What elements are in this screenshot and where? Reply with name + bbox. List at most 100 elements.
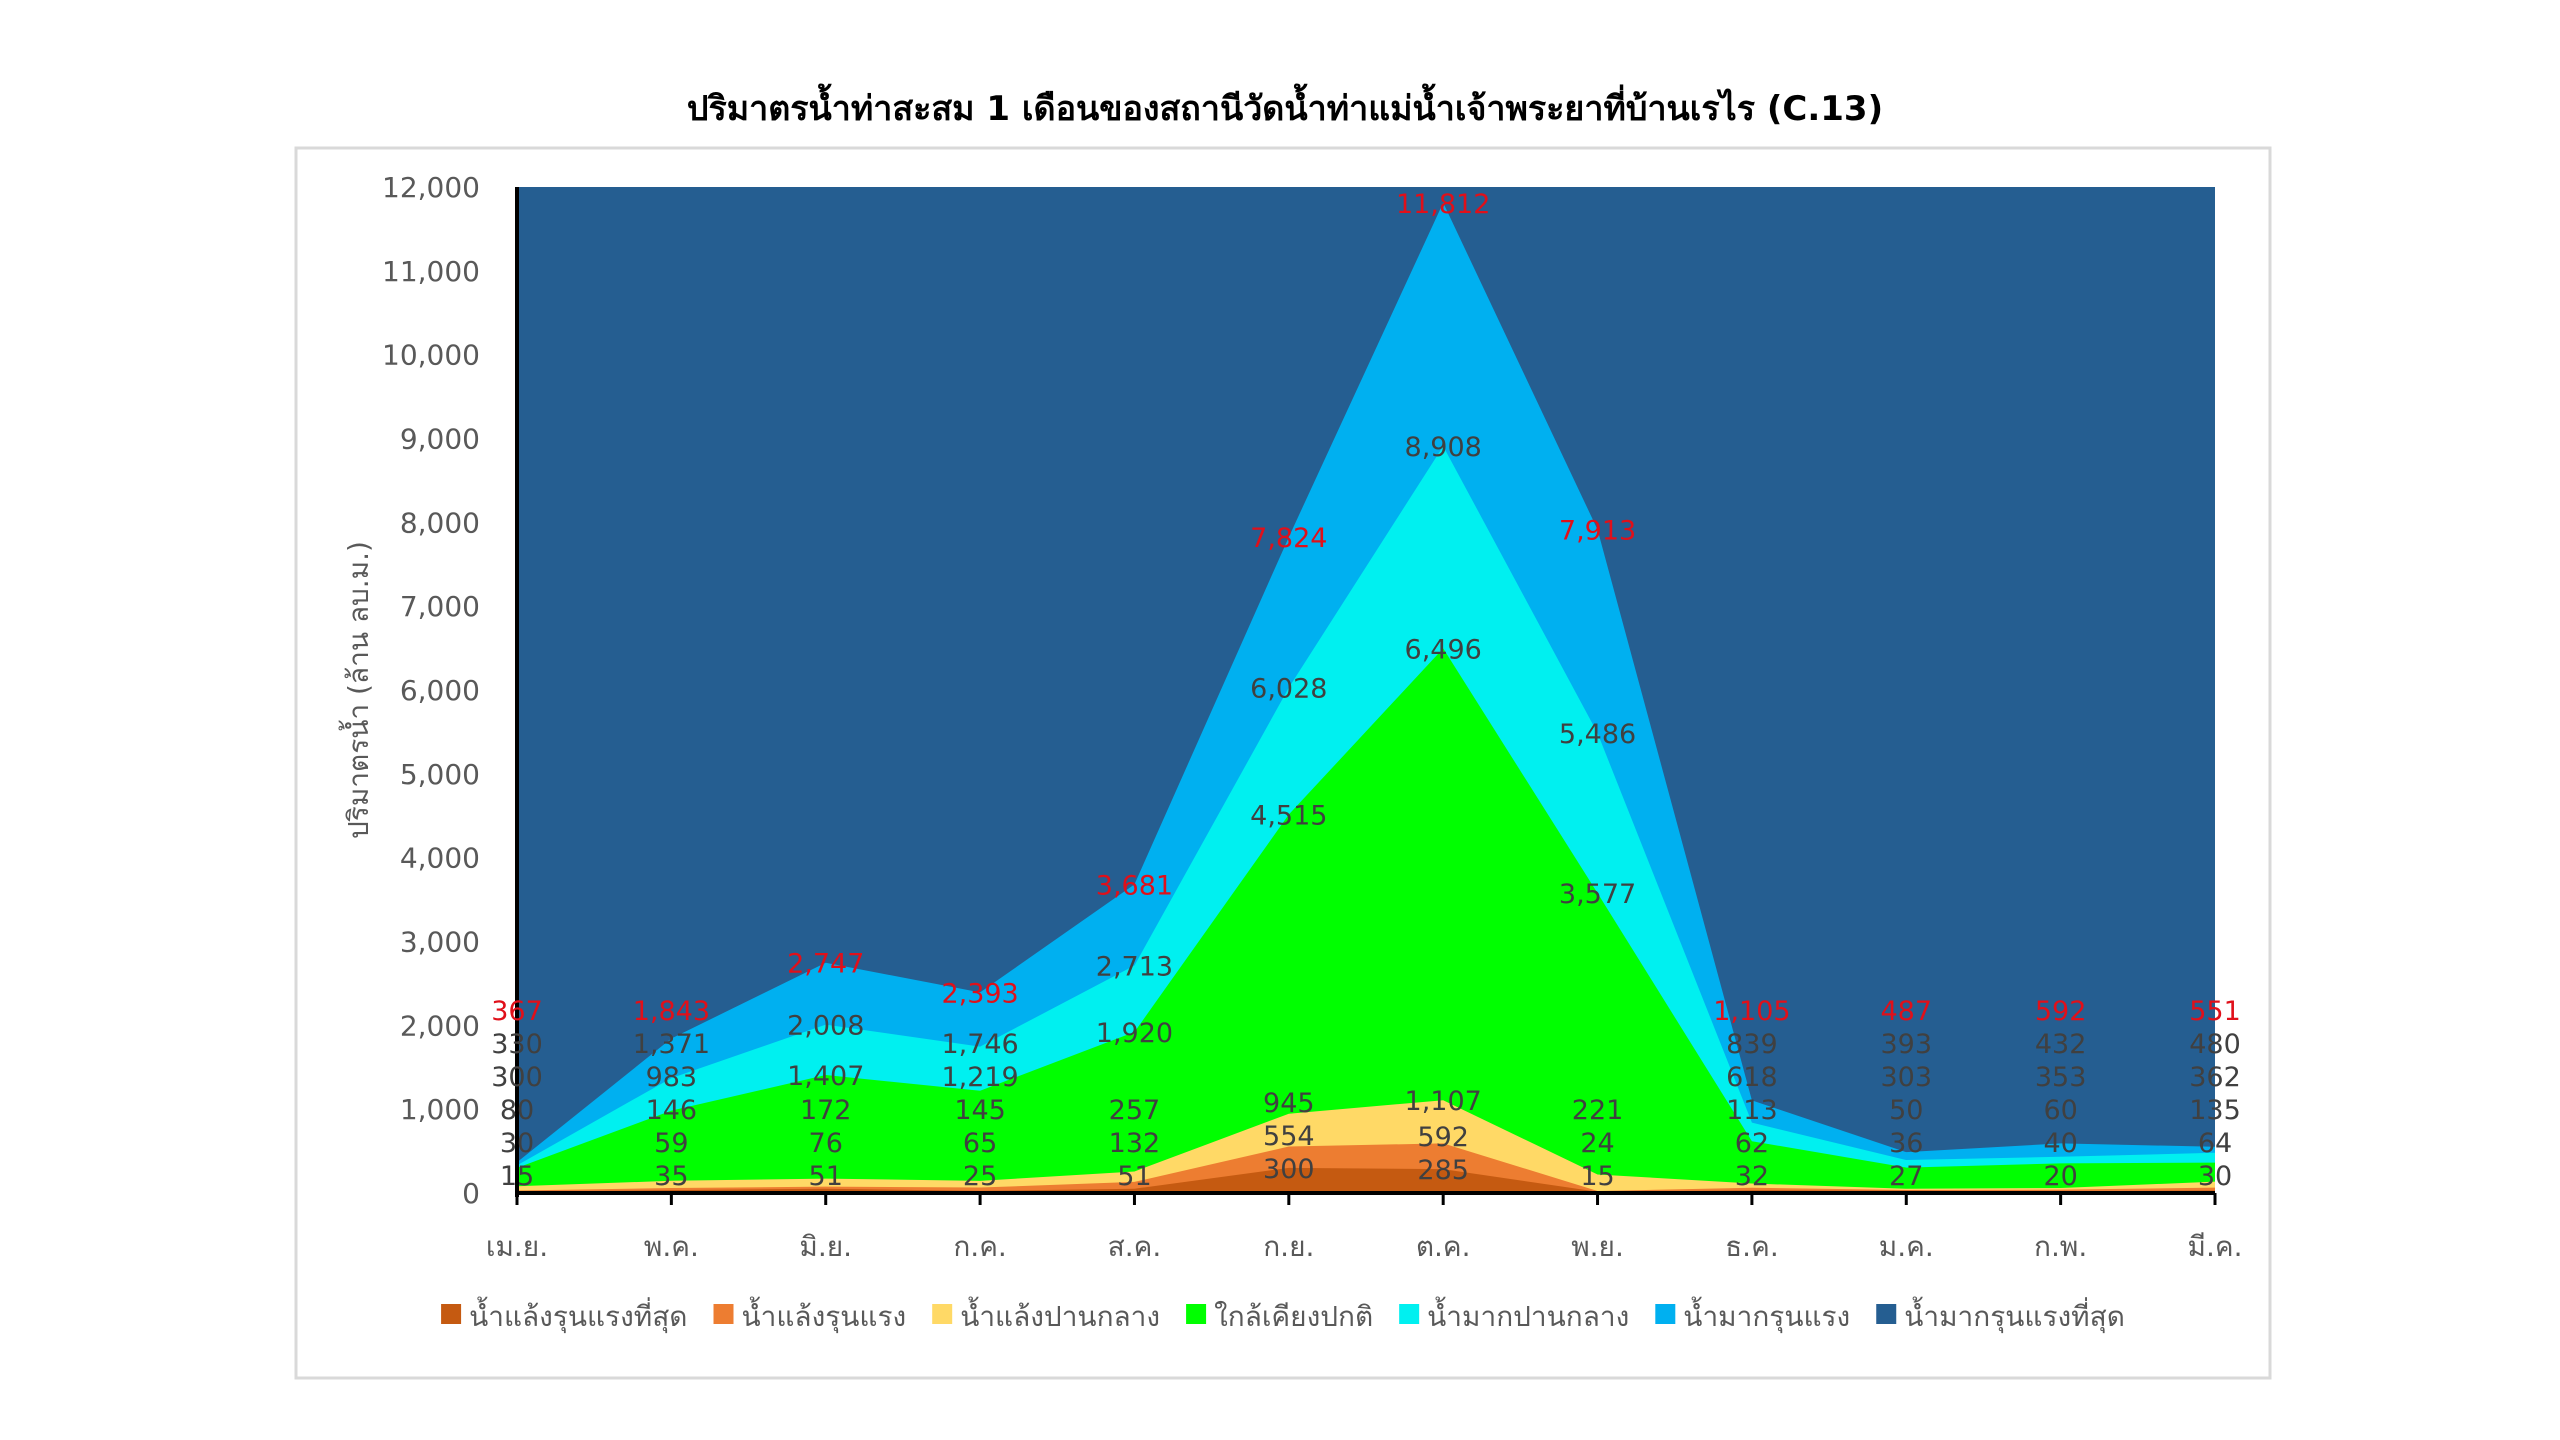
data-label: 32 (1735, 1161, 1769, 1192)
legend-label: น้ำมากรุนแรงที่สุด (1904, 1296, 2125, 1334)
x-tick-label: ต.ค. (1416, 1230, 1471, 1263)
y-tick-label: 11,000 (382, 255, 480, 288)
x-tick-label: พ.ย. (1571, 1230, 1624, 1263)
data-label: 7,913 (1559, 516, 1636, 547)
y-tick-label: 4,000 (400, 842, 480, 875)
legend-swatch (713, 1304, 734, 1324)
data-label: 330 (491, 1029, 543, 1060)
y-tick-label: 3,000 (400, 926, 480, 959)
legend-label: ใกล้เคียงปกติ (1214, 1300, 1373, 1333)
legend-swatch (441, 1304, 462, 1324)
data-label: 36 (1889, 1128, 1923, 1159)
data-label: 25 (963, 1161, 997, 1192)
legend-item: น้ำมากรุนแรงที่สุด (1876, 1296, 2125, 1334)
data-label: 65 (963, 1128, 997, 1159)
data-label: 839 (1726, 1029, 1778, 1060)
area-series-2 (517, 1143, 2215, 1193)
legend-item: น้ำแล้งรุนแรง (713, 1296, 907, 1334)
data-label: 146 (646, 1095, 698, 1126)
data-label: 257 (1109, 1095, 1161, 1126)
data-label: 50 (1889, 1095, 1923, 1126)
data-labels: 15308030033036735591469831,3711,84351761… (491, 189, 2241, 1192)
data-label: 15 (500, 1161, 534, 1192)
data-label: 76 (809, 1128, 843, 1159)
data-label: 172 (800, 1095, 852, 1126)
legend-item: น้ำมากรุนแรง (1655, 1296, 1850, 1334)
x-tick-label: ส.ค. (1108, 1230, 1162, 1263)
data-label: 1,843 (633, 996, 710, 1027)
data-label: 945 (1263, 1088, 1315, 1119)
data-label: 1,371 (633, 1029, 710, 1060)
data-label: 60 (2043, 1095, 2077, 1126)
x-tick-label: ธ.ค. (1725, 1230, 1779, 1263)
legend-item: น้ำแล้งปานกลาง (932, 1296, 1160, 1333)
area-series-1 (517, 1167, 2215, 1193)
data-label: 30 (2198, 1161, 2232, 1192)
legend-item: น้ำมากปานกลาง (1399, 1296, 1629, 1333)
data-label: 2,747 (787, 949, 864, 980)
y-tick-label: 0 (462, 1177, 480, 1210)
data-label: 6,028 (1250, 674, 1327, 705)
data-label: 135 (2189, 1095, 2241, 1126)
legend-label: น้ำมากรุนแรง (1683, 1296, 1850, 1334)
data-label: 1,746 (941, 1029, 1018, 1060)
x-tick-label: ก.ย. (1263, 1230, 1314, 1263)
legend-item: ใกล้เคียงปกติ (1186, 1300, 1373, 1333)
plot-areas (517, 187, 2215, 1194)
area-series-4 (517, 648, 2215, 1193)
data-label: 40 (2043, 1128, 2077, 1159)
x-tick-label: มิ.ย. (799, 1230, 852, 1263)
x-tick-label: ก.ค. (953, 1230, 1006, 1263)
data-label: 4,515 (1250, 800, 1327, 831)
data-label: 592 (2035, 996, 2087, 1027)
x-tick-label: พ.ค. (644, 1230, 699, 1263)
data-label: 15 (1580, 1161, 1614, 1192)
data-label: 35 (654, 1161, 688, 1192)
y-tick-label: 10,000 (382, 339, 480, 372)
data-label: 27 (1889, 1161, 1923, 1192)
data-label: 80 (500, 1095, 534, 1126)
legend: น้ำแล้งรุนแรงที่สุด น้ำแล้งรุนแรง น้ำแล้งป… (441, 1296, 2125, 1334)
data-label: 300 (1263, 1154, 1315, 1185)
legend-swatch (1655, 1304, 1676, 1324)
data-label: 592 (1417, 1122, 1469, 1153)
x-tick-label: ก.พ. (2034, 1230, 2087, 1263)
legend-label: น้ำแล้งปานกลาง (960, 1296, 1160, 1333)
data-label: 393 (1880, 1029, 1932, 1060)
data-label: 487 (1880, 996, 1932, 1027)
data-label: 59 (654, 1128, 688, 1159)
legend-swatch (1876, 1304, 1897, 1324)
y-tick-label: 9,000 (400, 423, 480, 456)
data-label: 2,008 (787, 1011, 864, 1042)
data-label: 1,407 (787, 1061, 864, 1092)
axes: 0 1,000 2,000 3,000 4,000 5,000 6,000 7,000 8,00… (382, 171, 2242, 1263)
y-tick-label: 5,000 (400, 758, 480, 791)
y-tick-label: 2,000 (400, 1009, 480, 1042)
legend-swatch (1186, 1304, 1207, 1324)
data-label: 30 (500, 1128, 534, 1159)
data-label: 1,107 (1405, 1086, 1482, 1117)
y-tick-label: 8,000 (400, 506, 480, 539)
x-tick-label: มี.ค. (2188, 1230, 2243, 1263)
data-label: 5,486 (1559, 719, 1636, 750)
y-axis-title: ปริมาตรน้ำ (ล้าน ลบ.ม.) (338, 541, 375, 839)
data-label: 132 (1109, 1128, 1161, 1159)
data-label: 551 (2189, 996, 2241, 1027)
data-label: 62 (1735, 1128, 1769, 1159)
legend-swatch (1399, 1304, 1420, 1324)
data-label: 367 (491, 996, 543, 1027)
data-label: 20 (2043, 1161, 2077, 1192)
y-tick-label: 6,000 (400, 674, 480, 707)
data-label: 480 (2189, 1029, 2241, 1060)
legend-label: น้ำมากปานกลาง (1427, 1296, 1629, 1333)
legend-label: น้ำแล้งรุนแรง (742, 1296, 907, 1334)
data-label: 303 (1880, 1062, 1932, 1093)
data-label: 221 (1572, 1095, 1624, 1126)
data-label: 2,713 (1096, 952, 1173, 983)
data-label: 353 (2035, 1062, 2087, 1093)
data-label: 64 (2198, 1128, 2232, 1159)
data-label: 7,824 (1250, 523, 1327, 554)
data-label: 554 (1263, 1121, 1315, 1152)
y-tick-label: 1,000 (400, 1093, 480, 1126)
